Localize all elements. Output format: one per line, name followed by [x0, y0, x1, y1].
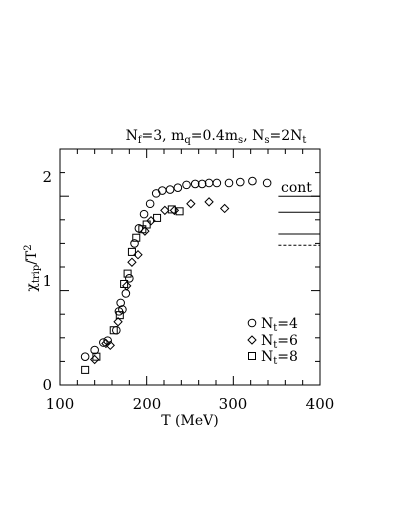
nt8-point — [167, 205, 176, 214]
nt4-point — [125, 274, 134, 283]
y-tick-label-2: 2 — [42, 168, 52, 186]
nt4-point — [182, 180, 191, 190]
nt6-point — [186, 199, 196, 209]
nt8-point — [92, 352, 101, 361]
nt4-point — [139, 209, 149, 219]
x-tick-label-200: 200 — [133, 395, 162, 413]
nt4-point — [80, 352, 90, 361]
continuum-lines — [278, 195, 320, 246]
nt4-point — [173, 183, 183, 193]
nt8-point — [138, 225, 147, 234]
legend-label-nt6: Nt=6 — [261, 333, 298, 351]
nt4-point — [121, 289, 131, 298]
nt8-point — [115, 311, 124, 320]
x-tick-label-400: 400 — [306, 395, 335, 413]
nt8-point — [175, 207, 184, 216]
legend-symbol-nt6 — [247, 335, 257, 345]
nt8-point — [123, 269, 132, 278]
nt4-point — [118, 305, 127, 314]
nt6-point — [89, 354, 100, 365]
nt8-point — [153, 213, 162, 222]
nt4-point — [204, 178, 214, 188]
nt4-point — [157, 186, 167, 195]
nt4-point — [212, 178, 222, 188]
legend-label-nt4: Nt=4 — [261, 316, 298, 334]
nt4-point — [248, 176, 257, 186]
nt4-point — [235, 177, 245, 187]
chart-title: Nf=3, mq=0.4ms, Ns=2Nt — [126, 128, 307, 146]
nt4-point — [224, 178, 234, 188]
nt4-point — [165, 185, 175, 194]
nt8-point — [132, 233, 141, 242]
legend-symbol-nt8 — [248, 352, 256, 360]
nt4-point — [190, 179, 200, 189]
nt4-point — [145, 199, 155, 209]
nt4-point — [116, 298, 125, 308]
nt8-point — [127, 247, 136, 256]
nt6-point — [219, 203, 230, 214]
x-tick-label-300: 300 — [219, 395, 248, 413]
nt4-point — [90, 345, 99, 355]
x-axis-title: T (MeV) — [161, 413, 218, 429]
nt8-point — [81, 365, 90, 374]
legend-symbol-nt4 — [247, 318, 257, 328]
nt6-point — [160, 205, 170, 216]
nt4-point — [197, 179, 207, 189]
y-axis-title: χtrip/T2 — [23, 244, 42, 291]
nt4-point — [130, 239, 139, 248]
nt6-point — [122, 281, 132, 291]
nt6-point — [169, 205, 180, 216]
nt8-point — [142, 220, 151, 229]
y-tick-label-1: 1 — [42, 272, 52, 290]
nt4-point — [262, 178, 272, 188]
nt6-point — [101, 338, 111, 349]
legend-symbols — [247, 318, 257, 360]
legend-label-nt8: Nt=8 — [261, 349, 298, 367]
nt4-point — [99, 338, 108, 347]
nt6-point — [113, 317, 123, 327]
continuum-label: cont — [281, 180, 312, 196]
x-tick-label-100: 100 — [46, 395, 75, 413]
nt6-point — [204, 197, 214, 207]
data-points — [80, 176, 272, 374]
nt8-point — [120, 279, 129, 288]
legend: Nt=4 Nt=6 Nt=8 — [247, 316, 298, 367]
nt4-point — [112, 325, 121, 335]
y-tick-label-0: 0 — [42, 376, 52, 394]
nt8-point — [109, 326, 118, 335]
nt6-point — [140, 226, 150, 236]
nt6-point — [127, 257, 137, 267]
nt6-point — [105, 340, 115, 351]
